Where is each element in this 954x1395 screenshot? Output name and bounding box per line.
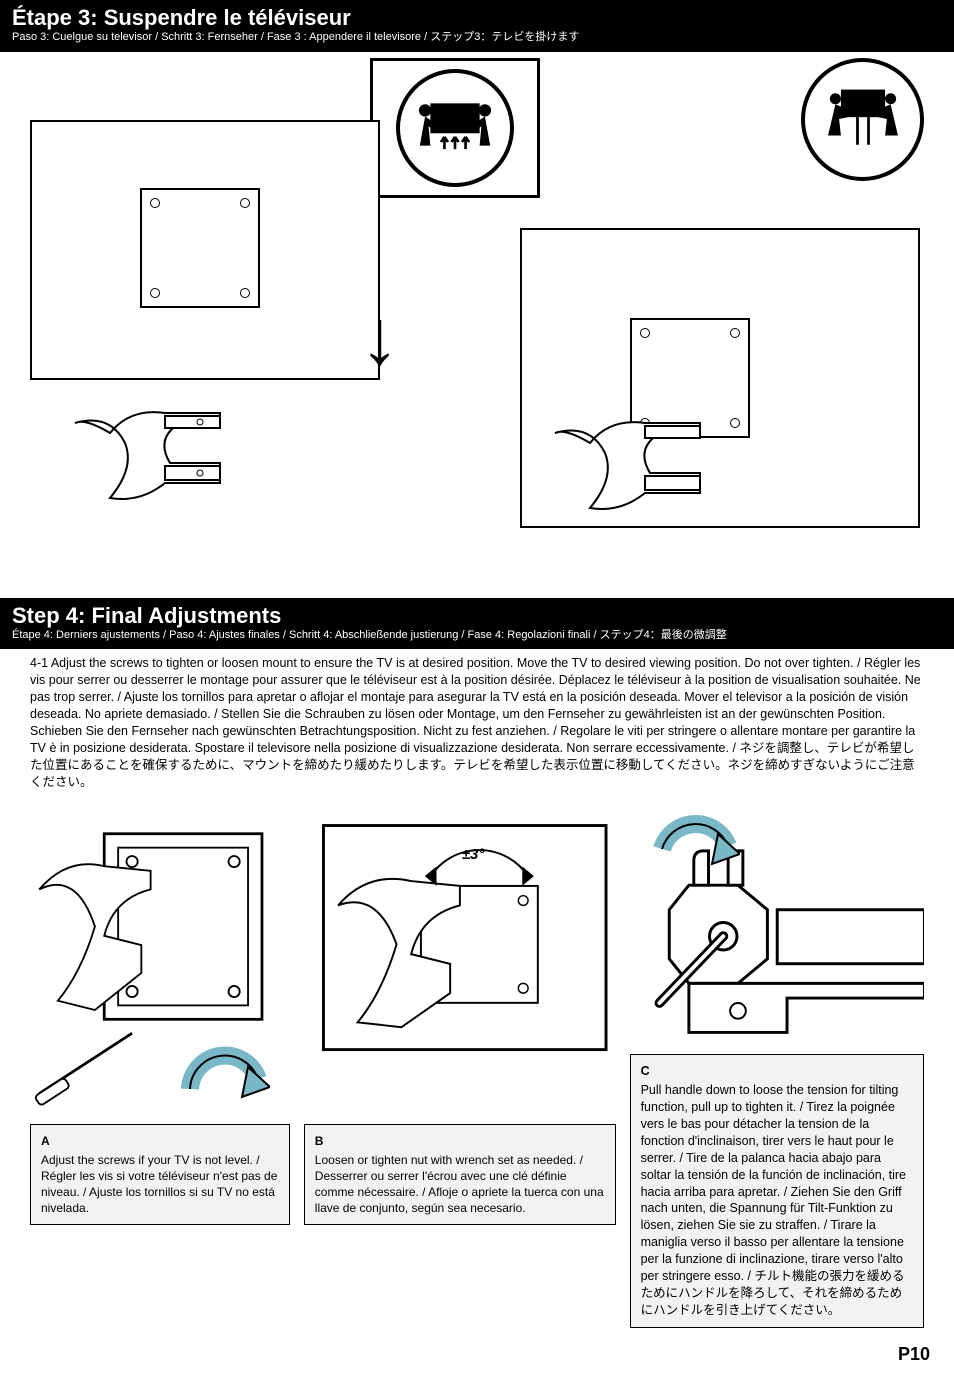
mount-arm-right bbox=[550, 418, 710, 538]
step4-diagram-row: A Adjust the screws if your TV is not le… bbox=[30, 804, 924, 1327]
tilt-angle-label: ±3° bbox=[462, 846, 485, 863]
page-number: P10 bbox=[30, 1344, 930, 1365]
lift-safety-box bbox=[370, 58, 540, 198]
step3-header: Étape 3: Suspendre le téléviseur Paso 3:… bbox=[0, 0, 954, 52]
step3-sub: Paso 3: Cuelgue su televisor / Schritt 3… bbox=[12, 31, 942, 44]
two-person-lift-icon bbox=[396, 69, 514, 187]
note-a-title: A bbox=[41, 1133, 279, 1149]
note-a-body: Adjust the screws if your TV is not leve… bbox=[41, 1152, 279, 1217]
rotate-arrow-a-icon bbox=[180, 1039, 270, 1119]
vesa-plate-left bbox=[140, 188, 260, 308]
note-box-b: B Loosen or tighten nut with wrench set … bbox=[304, 1124, 616, 1225]
diagram-b: ±3° bbox=[304, 804, 616, 1114]
step4-header: Step 4: Final Adjustments Étape 4: Derni… bbox=[0, 598, 954, 650]
note-c-body: Pull handle down to loose the tension fo… bbox=[641, 1082, 913, 1318]
step4-intro-text: 4-1 Adjust the screws to tighten or loos… bbox=[30, 655, 924, 790]
mount-arm-left bbox=[70, 408, 230, 528]
rotate-arrow-c-icon bbox=[650, 804, 740, 884]
step4-sub: Étape 4: Derniers ajustements / Paso 4: … bbox=[12, 629, 942, 642]
note-b-title: B bbox=[315, 1133, 605, 1149]
step3-title: Étape 3: Suspendre le téléviseur bbox=[12, 6, 942, 29]
note-box-a: A Adjust the screws if your TV is not le… bbox=[30, 1124, 290, 1225]
step4-title: Step 4: Final Adjustments bbox=[12, 604, 942, 627]
note-b-body: Loosen or tighten nut with wrench set as… bbox=[315, 1152, 605, 1217]
diagram-c bbox=[630, 804, 924, 1054]
down-arrow-icon: ↓ bbox=[360, 298, 399, 376]
two-person-carry-icon bbox=[801, 58, 924, 181]
step3-diagram-area: ↓ bbox=[30, 58, 924, 598]
diagram-a bbox=[30, 804, 290, 1114]
note-box-c: C Pull handle down to loose the tension … bbox=[630, 1054, 924, 1327]
